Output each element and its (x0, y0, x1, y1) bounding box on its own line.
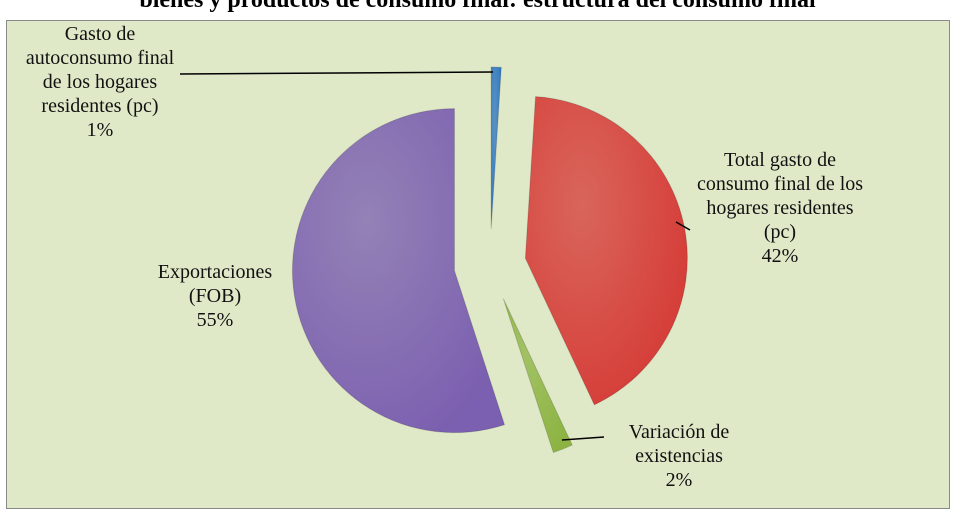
pie-slice (490, 66, 502, 230)
value-label: 42% (761, 245, 799, 267)
pie-slice (502, 298, 573, 454)
leader-line (179, 71, 494, 75)
value-label: 55% (196, 309, 234, 331)
slice-label: Exportaciones (FOB) (157, 261, 273, 307)
pie-slice (291, 108, 506, 434)
slice-label: Variación de existencias (628, 421, 730, 467)
value-label: 1% (86, 119, 114, 141)
leader-line (561, 436, 605, 441)
leader-line (675, 221, 691, 231)
value-label: 2% (665, 469, 693, 491)
pie-slice (524, 96, 688, 406)
chart-title: bienes y productos de consumo final: est… (139, 0, 816, 13)
slice-label: Gasto de autoconsumo final de los hogare… (25, 23, 175, 117)
slice-label: Total gasto de consumo final de los hoga… (696, 149, 864, 243)
